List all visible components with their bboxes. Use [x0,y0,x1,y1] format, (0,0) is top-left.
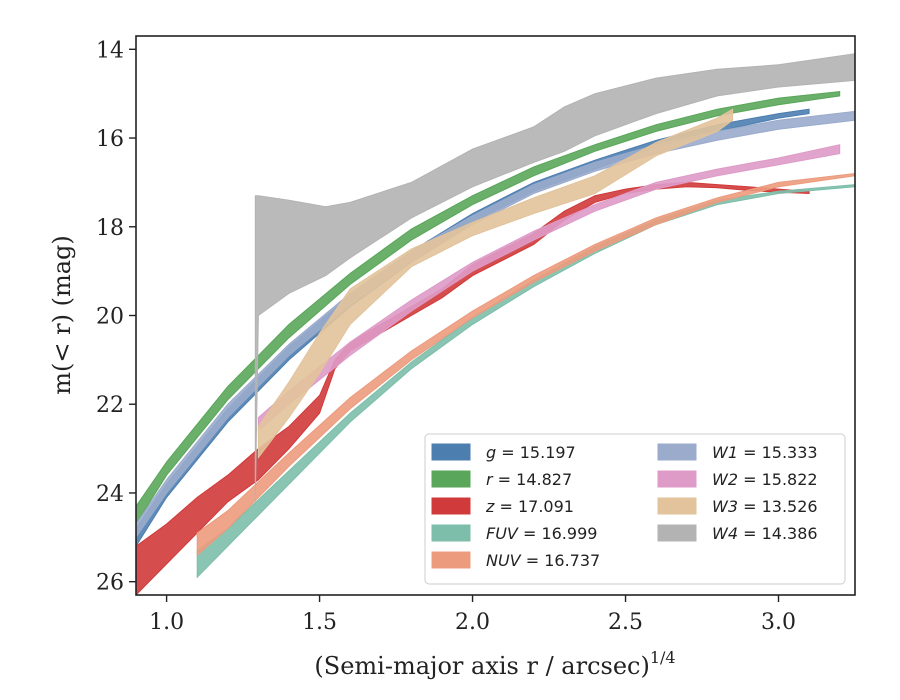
legend-label-nuv: NUV = 16.737 [486,551,600,570]
legend-label-w2: W2 = 15.822 [712,470,818,489]
band-fuv [196,184,855,579]
x-axis-label-exponent: 1/4 [650,648,676,667]
legend-swatch-r [431,470,471,488]
band-r [136,90,841,525]
legend: g = 15.197 r = 14.827 z = 17.091 FUV = 16.9… [424,433,846,585]
y-tick-label: 22 [96,393,124,418]
legend-swatch-z [431,497,471,515]
legend-frame [424,433,846,585]
legend-swatch-w4 [657,524,697,542]
x-tick-label: 1.0 [149,610,184,635]
band-w3 [257,108,734,459]
band-w4 [254,53,855,502]
band-w2 [257,144,841,432]
legend-label-w4: W4 = 14.386 [712,524,818,543]
legend-label-fuv: FUV = 16.999 [486,524,597,543]
legend-swatch-w2 [657,470,697,488]
x-tick-label: 3.0 [761,610,796,635]
legend-label-w1: W1 = 15.333 [712,443,818,462]
legend-label-r: r = 14.827 [486,470,572,489]
y-tick-label: 18 [96,216,124,241]
x-tick-label: 1.5 [302,610,337,635]
legend-swatch-fuv [431,524,471,542]
data-bands [136,53,855,595]
legend-swatch-nuv [431,551,471,569]
y-tick-label: 20 [96,305,124,330]
y-axis-label: m(< r) (mag) [48,235,76,394]
x-tick-label: 2.0 [455,610,490,635]
x-axis-label: (Semi-major axis r / arcsec)1/4 [314,648,675,680]
legend-swatch-g [431,443,471,461]
legend-label-g: g = 15.197 [486,443,576,462]
y-axis: 14 16 18 20 22 24 26 [96,38,136,596]
legend-label-z: z = 17.091 [485,497,574,516]
legend-swatch-w1 [657,443,697,461]
x-tick-label: 2.5 [608,610,643,635]
y-tick-label: 24 [96,482,124,507]
legend-label-w3: W3 = 13.526 [712,497,818,516]
x-axis-label-text: (Semi-major axis r / arcsec) [314,652,649,680]
x-axis: 1.0 1.5 2.0 2.5 3.0 [149,595,796,635]
y-tick-label: 14 [96,38,124,63]
y-tick-label: 16 [96,127,124,152]
legend-swatch-w3 [657,497,697,515]
y-tick-label: 26 [96,571,124,596]
band-nuv [196,172,855,557]
